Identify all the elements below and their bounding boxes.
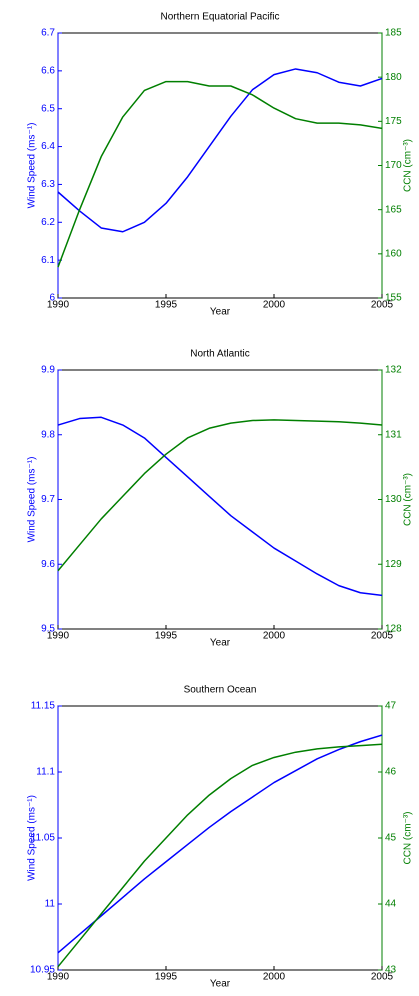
y2-tick-label: 130 [385, 494, 402, 505]
x-tick-label: 2005 [371, 972, 394, 983]
y2-tick-label: 129 [385, 559, 402, 570]
y2-tick-label: 45 [385, 833, 397, 844]
y-tick-label: 6.5 [41, 103, 55, 114]
x-tick-label: 1995 [155, 631, 178, 642]
y2-tick-label: 43 [385, 965, 397, 976]
data-line [57, 743, 383, 968]
y2-tick-label: 155 [385, 293, 402, 304]
data-line [57, 68, 383, 233]
data-line [57, 80, 383, 268]
y2-tick-label: 170 [385, 160, 402, 171]
y-tick-label: 10.95 [30, 965, 55, 976]
y-axis-label: Wind Speed (ms⁻¹) [27, 795, 38, 881]
y-tick-label: 11.1 [36, 767, 55, 778]
x-tick-label: 1990 [47, 972, 70, 983]
y-tick-label: 11.15 [31, 701, 56, 712]
y-tick-label: 9.5 [41, 624, 55, 635]
x-tick-label: 1990 [47, 300, 70, 311]
y-tick-label: 6 [49, 293, 55, 304]
y2-axis-label: CCN (cm⁻³) [403, 473, 414, 526]
y2-tick-label: 128 [385, 624, 402, 635]
y2-tick-label: 132 [385, 365, 402, 376]
y-tick-label: 11.05 [31, 833, 56, 844]
data-line [57, 416, 383, 597]
y-tick-label: 9.6 [41, 559, 55, 570]
y2-tick-label: 180 [385, 72, 402, 83]
x-tick-label: 2005 [371, 631, 394, 642]
y2-tick-label: 44 [385, 899, 397, 910]
x-tick-label: 2000 [263, 300, 286, 311]
y-tick-label: 6.3 [41, 179, 55, 190]
y-axis-label: Wind Speed (ms⁻¹) [27, 457, 38, 543]
y2-tick-label: 165 [385, 204, 402, 215]
data-line [57, 419, 383, 572]
x-axis-label: Year [210, 979, 231, 990]
chart-title: Southern Ocean [184, 685, 257, 696]
y-tick-label: 6.2 [41, 217, 55, 228]
x-tick-label: 1995 [155, 300, 178, 311]
y-tick-label: 6.6 [41, 65, 55, 76]
y2-axis-label: CCN (cm⁻³) [403, 811, 414, 864]
chart-title: North Atlantic [190, 349, 249, 360]
y2-tick-label: 175 [385, 116, 402, 127]
x-axis-label: Year [210, 307, 231, 318]
plot-frame [57, 32, 383, 299]
x-tick-label: 1990 [47, 631, 70, 642]
data-line [57, 734, 383, 954]
y2-tick-label: 185 [385, 28, 402, 39]
y2-tick-label: 160 [385, 248, 402, 259]
plot-frame [57, 705, 383, 971]
y2-tick-label: 131 [385, 429, 402, 440]
y-tick-label: 6.7 [41, 28, 55, 39]
chart-title: Northern Equatorial Pacific [161, 12, 280, 23]
x-tick-label: 2000 [263, 631, 286, 642]
x-axis-label: Year [210, 638, 231, 649]
x-tick-label: 2000 [263, 972, 286, 983]
y-tick-label: 9.7 [41, 494, 55, 505]
y-tick-label: 9.9 [41, 365, 55, 376]
y-tick-label: 11 [45, 899, 56, 910]
plot-frame [57, 369, 383, 630]
x-tick-label: 2005 [371, 300, 394, 311]
y2-tick-label: 46 [385, 767, 397, 778]
y2-axis-label: CCN (cm⁻³) [403, 139, 414, 192]
x-tick-label: 1995 [155, 972, 178, 983]
y-tick-label: 6.4 [41, 141, 55, 152]
y-axis-label: Wind Speed (ms⁻¹) [27, 123, 38, 209]
y-tick-label: 6.1 [41, 255, 55, 266]
y2-tick-label: 47 [385, 701, 397, 712]
y-tick-label: 9.8 [41, 429, 55, 440]
